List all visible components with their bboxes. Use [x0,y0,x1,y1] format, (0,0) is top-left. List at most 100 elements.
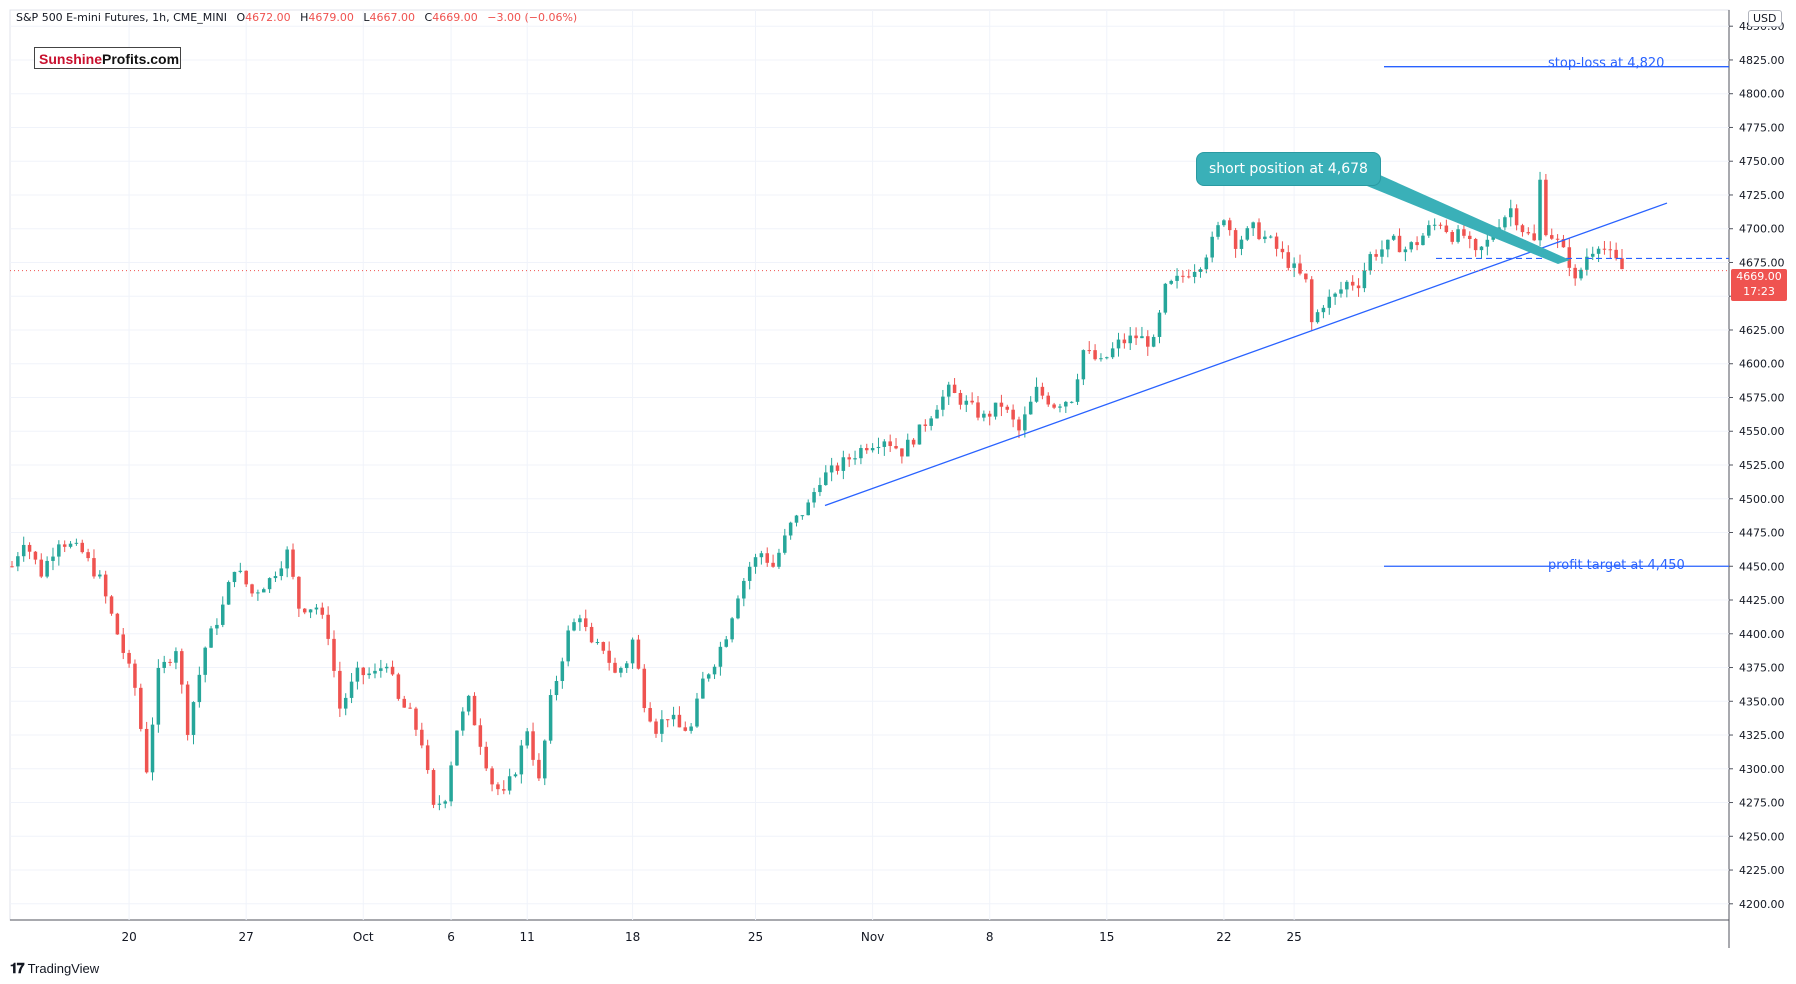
candle-body [343,697,348,709]
candle-body [1409,242,1413,250]
candle-body [642,668,647,709]
candle-body [291,549,295,577]
candle-body [841,457,846,471]
candle-body [203,647,207,675]
candle-body [279,568,284,577]
candle-body [999,402,1004,407]
candle-body [250,584,254,594]
y-tick-label: 4450.00 [1739,560,1785,573]
candle-body [519,745,524,775]
candle-body [818,485,822,493]
y-tick-label: 4475.00 [1739,527,1785,540]
candle-body [894,446,898,449]
candle-body [1023,414,1027,431]
y-tick-label: 4525.00 [1739,459,1785,472]
currency-button[interactable]: USD [1748,10,1782,27]
candle-body [484,746,488,769]
candle-body [431,770,436,805]
candle-body [314,607,319,610]
open-label: O [236,11,246,24]
open-value: 4672.00 [245,11,291,24]
candle-body [1064,401,1068,407]
candle-body [859,448,863,459]
candle-body [39,559,44,577]
candle-body [1110,348,1115,358]
candle-body [1503,217,1507,228]
candle-body [753,557,758,567]
candle-body [180,651,184,685]
candle-body [1620,258,1624,270]
tradingview-label: TradingView [27,961,100,976]
candle-body [759,553,764,558]
candle-body [185,684,190,735]
short-position-callout[interactable]: short position at 4,678 [1196,152,1381,186]
candle-body [1438,224,1443,226]
y-tick-label: 4425.00 [1739,594,1785,607]
candle-body [367,673,371,676]
candle-body [578,618,582,623]
candle-body [771,562,775,567]
tradingview-branding[interactable]: 𝟏𝟕 TradingView [10,960,99,977]
candle-body [302,608,307,613]
candle-body [671,714,676,720]
candle-body [226,582,231,605]
candle-body [197,674,202,703]
candle-body [33,551,38,560]
y-tick-label: 4675.00 [1739,256,1785,269]
candle-body [1034,386,1039,402]
candle-body [1520,225,1525,233]
candle-body [62,544,67,547]
candle-body [824,472,828,486]
candle-body [946,384,951,397]
candle-body [455,730,459,766]
y-tick-label: 4225.00 [1739,864,1785,877]
candle-body [1579,269,1583,279]
y-tick-label: 4775.00 [1739,121,1785,134]
candle-body [285,549,289,569]
close-value: 4669.00 [432,11,478,24]
candle-body [1544,179,1548,236]
candle-body [121,634,125,653]
candle-body [993,402,998,417]
candle-body [876,446,881,449]
candle-body [261,589,266,593]
candle-body [267,578,272,590]
candle-body [718,646,723,667]
candle-body [332,638,336,671]
candle-body [566,630,570,662]
candle-body [800,515,805,517]
candle-body [982,413,986,418]
candle-body [1368,254,1373,271]
y-tick-label: 4750.00 [1739,155,1785,168]
candle-body [660,719,664,734]
candle-body [747,566,752,581]
candle-body [870,448,875,451]
candle-body [1473,239,1478,251]
candle-body [414,708,418,730]
candle-body [420,729,424,746]
candle-body [21,544,26,557]
candle-body [1432,224,1437,226]
candle-body [103,574,108,597]
candle-body [543,740,547,779]
candle-body [1532,233,1536,241]
y-tick-label: 4800.00 [1739,88,1785,101]
candle-body [560,661,565,681]
candle-body [829,465,834,473]
candle-body [1058,406,1062,408]
candle-body [1596,248,1601,254]
candle-body [92,558,96,577]
candle-body [1339,289,1343,294]
x-tick-label: 6 [447,930,455,944]
candle-body [1257,222,1261,240]
candle-body [1298,263,1302,274]
candle-body [987,413,992,417]
candle-body [853,458,857,460]
candle-body [794,515,799,523]
candle-body [865,448,869,451]
candle-body [1415,242,1419,246]
candle-body [1380,249,1384,257]
candle-body [156,667,161,725]
candle-body [701,678,705,699]
